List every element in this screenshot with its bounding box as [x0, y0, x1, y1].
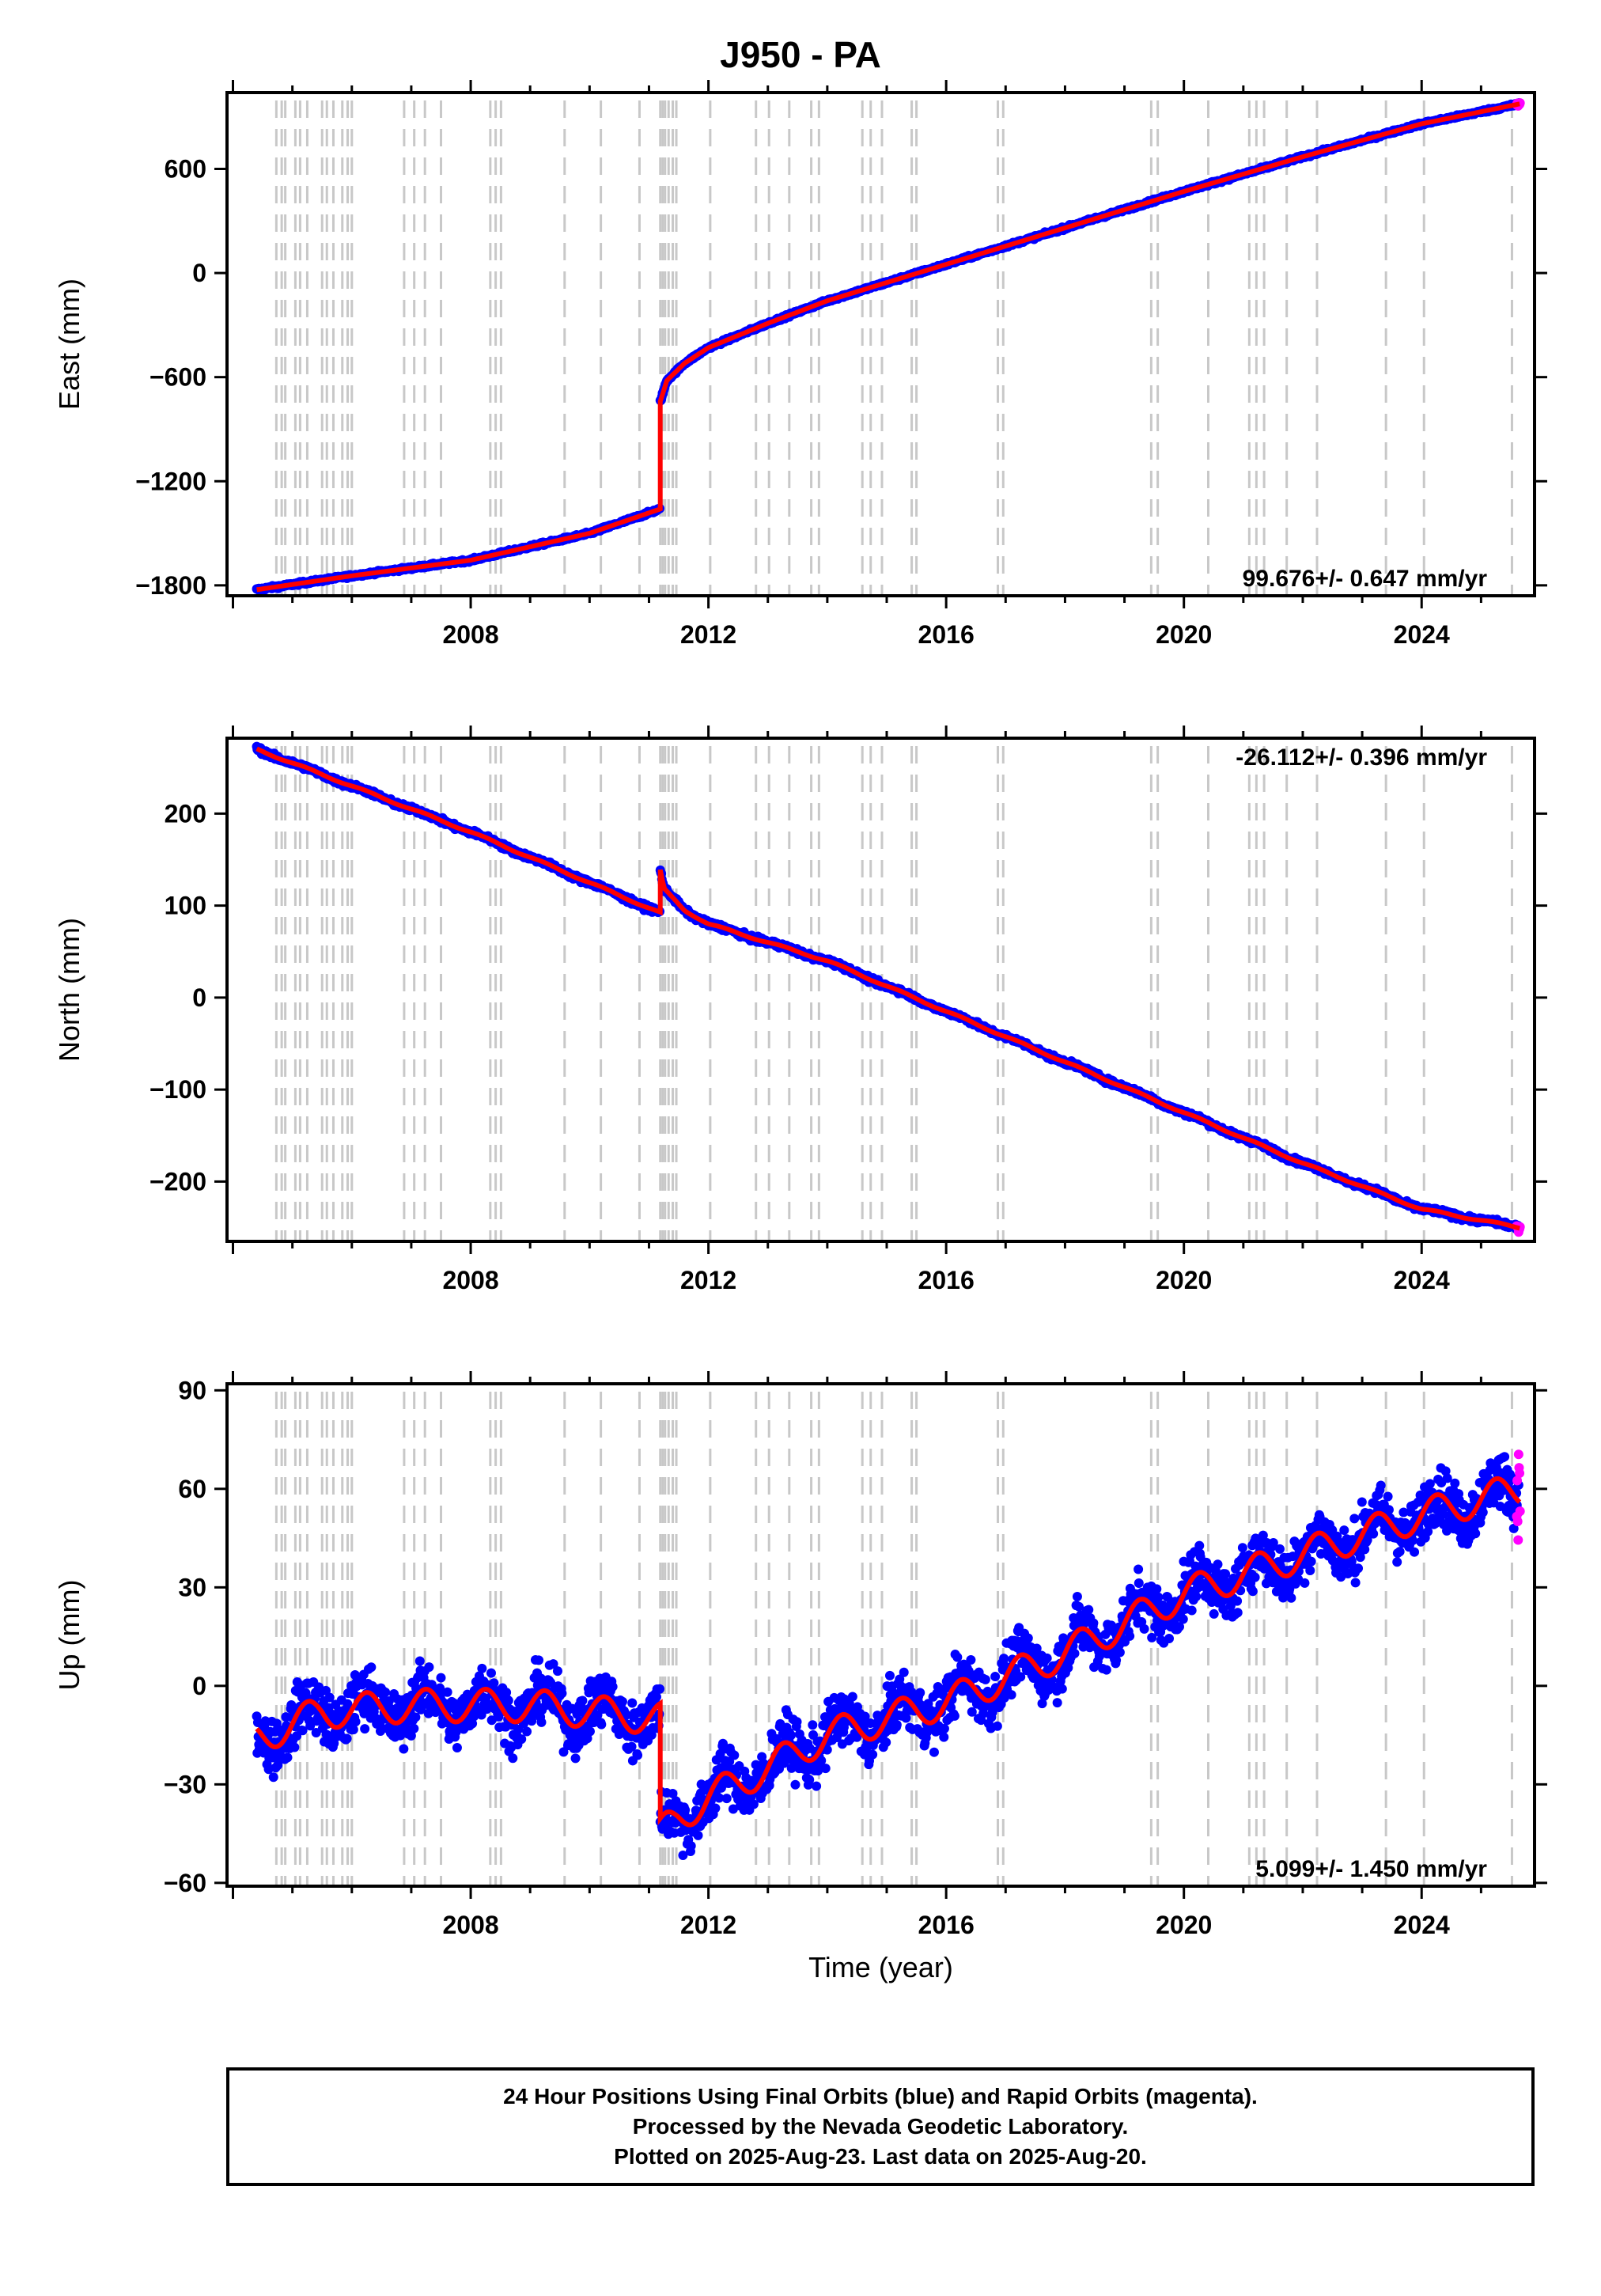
y-tick-label: −1800 — [135, 571, 206, 600]
east-panel: 2008 2012 2016 2020 2024 −1800 −1200 −600 0 600 Ea… — [53, 80, 1547, 649]
y-tick-label: 200 — [165, 799, 206, 828]
y-tick-label: 0 — [192, 983, 206, 1012]
x-tick-label: 2020 — [1156, 1266, 1212, 1294]
x-tick-label: 2016 — [918, 1266, 975, 1294]
y-tick-label: −100 — [150, 1075, 206, 1104]
velocity-rate-label: 99.676+/- 0.647 mm/yr — [1243, 566, 1488, 592]
x-tick-label: 2020 — [1156, 620, 1212, 649]
model-fit-line — [256, 101, 1520, 593]
y-tick-label: −200 — [150, 1167, 206, 1195]
x-tick-label: 2012 — [680, 620, 736, 649]
x-tick-label: 2008 — [442, 620, 498, 649]
y-tick-label: 600 — [165, 154, 206, 183]
x-tick-label: 2012 — [680, 1266, 736, 1294]
data-points — [252, 98, 1525, 595]
x-tick-label: 2008 — [442, 1266, 498, 1294]
x-tick-label: 2016 — [918, 620, 975, 649]
data-points — [252, 1449, 1525, 1860]
y-axis-label: North (mm) — [53, 918, 85, 1062]
y-axis-label: East (mm) — [53, 278, 85, 410]
page-title: J950 - PA — [720, 34, 881, 75]
plot-frame — [225, 91, 1536, 597]
data-points — [252, 741, 1525, 1237]
model-fit-line — [255, 746, 1520, 1231]
x-tick-label: 2024 — [1394, 620, 1450, 649]
y-tick-label: 100 — [165, 892, 206, 920]
y-tick-label: −600 — [150, 363, 206, 392]
y-tick-label: 0 — [192, 259, 206, 287]
x-tick-label: 2024 — [1394, 1266, 1450, 1294]
north-panel: 2008 2012 2016 2020 2024 −200 −100 0 100 200 North… — [53, 726, 1547, 1294]
y-tick-label: −1200 — [135, 467, 206, 495]
velocity-rate-label: -26.112+/- 0.396 mm/yr — [1236, 744, 1487, 771]
